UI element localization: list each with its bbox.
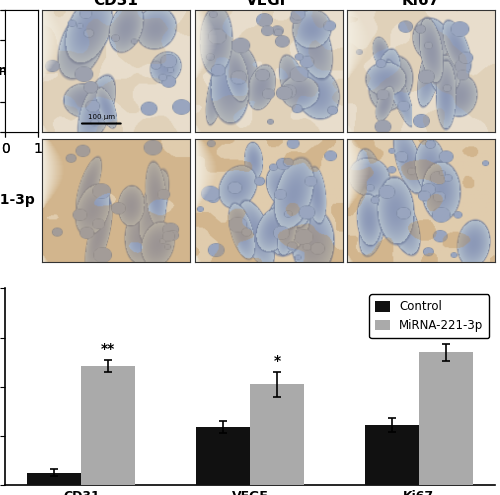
Text: Control: Control xyxy=(0,64,36,78)
Text: 100 μm: 100 μm xyxy=(88,114,115,120)
Bar xyxy=(196,427,250,485)
Bar xyxy=(250,384,304,485)
Text: **: ** xyxy=(101,342,116,356)
Text: Ki67: Ki67 xyxy=(402,0,440,8)
Bar xyxy=(82,366,136,485)
Text: *: * xyxy=(274,354,280,368)
Legend: Control, MiRNA-221-3p: Control, MiRNA-221-3p xyxy=(370,295,489,338)
Bar xyxy=(364,425,418,485)
Text: VEGF: VEGF xyxy=(246,0,291,8)
Text: *: * xyxy=(442,326,450,340)
Text: MiRNA-221-3p: MiRNA-221-3p xyxy=(0,194,36,207)
Bar xyxy=(28,473,82,485)
Bar xyxy=(418,352,472,485)
Text: CD31: CD31 xyxy=(94,0,138,8)
